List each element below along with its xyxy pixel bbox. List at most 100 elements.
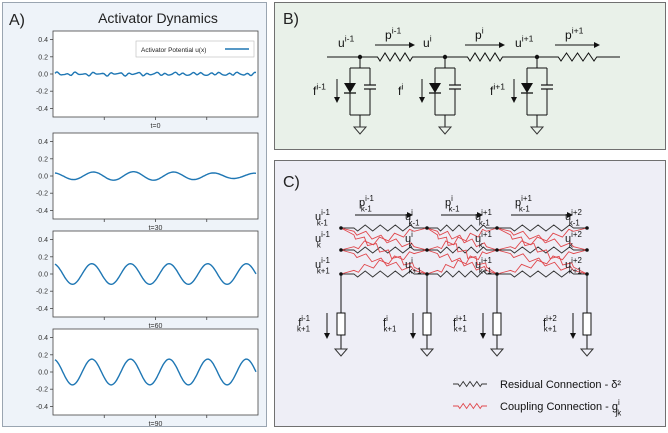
residual-connection [427, 246, 497, 254]
plot-frame [52, 328, 259, 416]
current-label: pi+1 [565, 26, 584, 42]
node-label: ui+1 k [475, 230, 492, 249]
y-tick-label: 0.0 [38, 72, 48, 79]
panel-c-letter: C) [283, 174, 300, 191]
source-arrow-head [324, 333, 330, 339]
coupling-connection [426, 249, 498, 275]
y-tick-label: -0.2 [36, 387, 48, 394]
residual-connection [427, 270, 497, 278]
source-element [492, 312, 502, 336]
ground-icon [529, 126, 545, 135]
panel-b-circuit: B) pi-1 pi pi+1 ui-1 fi-1 ui fi ui+1 fi+1 [283, 11, 620, 135]
y-tick-label: -0.4 [36, 106, 48, 113]
source-arrow-head [410, 333, 416, 339]
legend-residual-label: Residual Connection - δ² [500, 379, 621, 391]
y-tick-label: 0.0 [38, 370, 48, 377]
current-label: pi [475, 26, 484, 42]
source-label: fi+2 k+1 [543, 314, 557, 333]
node-label: ui k+1 [405, 256, 422, 275]
source-label: fi+1 k+1 [453, 314, 467, 333]
node-label: ui-1 k+1 [315, 256, 331, 275]
ground-icon [489, 348, 505, 357]
ground-icon [437, 126, 453, 135]
node-dot [339, 248, 343, 252]
current-arrow-head [477, 212, 483, 218]
node-label: ui+1k-1 [475, 208, 492, 227]
node-label: ui+2k-1 [565, 208, 582, 227]
y-tick-label: 0.0 [38, 174, 48, 181]
node-label: ui-1 k-1 [315, 208, 331, 227]
y-tick-label: 0.4 [38, 37, 48, 44]
node-label: ui+2 k+1 [565, 256, 582, 275]
coupling-connection [340, 227, 428, 275]
node-label: ui k [405, 230, 413, 249]
source-label: fi k+1 [383, 314, 397, 333]
current-arrow-head [594, 42, 600, 48]
residual-connection [497, 270, 587, 278]
activator-series-line [54, 262, 257, 286]
panel-a-letter: A) [9, 12, 25, 29]
residual-connection [497, 224, 587, 232]
diode-icon [344, 83, 356, 93]
source-element [582, 312, 592, 336]
coupling-connection [426, 227, 498, 275]
ground-icon [419, 348, 435, 357]
source-arrow-head [419, 97, 425, 103]
panel-c-network: C) ui-1k-1uik-1ui+1k-1ui+2k-1ui-1kuikui+… [283, 174, 621, 418]
source-label: fi+1 [490, 82, 505, 98]
legend-box [135, 40, 255, 58]
y-tick-label: -0.2 [36, 289, 48, 296]
panel-a-title: Activator Dynamics [98, 10, 218, 26]
y-tick-label: -0.4 [36, 208, 48, 215]
activator-series-line [54, 171, 257, 181]
y-tick-label: 0.4 [38, 237, 48, 244]
time-label: t=0 [151, 123, 161, 130]
time-label: t=60 [149, 323, 163, 330]
source-label: fi [398, 82, 403, 98]
current-label: pi k-1 [445, 194, 460, 213]
panel-b-letter: B) [283, 11, 299, 28]
residual-connection [341, 246, 427, 254]
current-arrow-head [567, 212, 573, 218]
panel-b: B) pi-1 pi pi+1 ui-1 fi-1 ui fi ui+1 fi+1 [274, 2, 666, 150]
lattice-network: ui-1k-1uik-1ui+1k-1ui+2k-1ui-1kuikui+1ku… [297, 194, 621, 417]
ground-icon [579, 348, 595, 357]
current-arrow-head [407, 212, 413, 218]
node-dot [495, 226, 499, 230]
node-label: ui-1 [338, 34, 354, 50]
y-tick-label: -0.2 [36, 191, 48, 198]
node-dot [339, 226, 343, 230]
node-dot [585, 248, 589, 252]
coupling-connection [496, 227, 588, 251]
residual-connection [341, 270, 427, 278]
activator-series-line [54, 358, 257, 386]
legend-coupling-label: Coupling Connection - gi jk [500, 398, 621, 417]
panel-a-figure: A) Activator Dynamics 0.4 0.2 0.0 -0.2 -0.4 t… [9, 10, 259, 428]
y-tick-label: -0.4 [36, 404, 48, 411]
ground-icon [352, 126, 368, 135]
source-label: fi-1 k+1 [297, 314, 311, 333]
y-tick-label: 0.2 [38, 352, 48, 359]
y-tick-label: -0.4 [36, 306, 48, 313]
node-dot [585, 226, 589, 230]
current-label: pi-1 [385, 26, 401, 42]
y-tick-label: 0.2 [38, 254, 48, 261]
time-label: t=90 [149, 421, 163, 428]
coupling-connection [340, 227, 428, 251]
diode-icon [429, 83, 441, 93]
current-label: pi+1 k-1 [515, 194, 532, 213]
residual-connection [427, 224, 497, 232]
y-tick-label: 0.4 [38, 139, 48, 146]
y-tick-label: 0.0 [38, 272, 48, 279]
current-arrow-head [499, 42, 505, 48]
node-dot [425, 248, 429, 252]
y-tick-label: 0.4 [38, 335, 48, 342]
node-dot [425, 226, 429, 230]
time-label: t=30 [149, 225, 163, 232]
plot-frame [52, 230, 259, 318]
diode-icon [521, 83, 533, 93]
y-tick-label: 0.2 [38, 156, 48, 163]
node-label: ui+1 [515, 34, 534, 50]
current-arrow-head [409, 42, 415, 48]
source-arrow-head [570, 333, 576, 339]
